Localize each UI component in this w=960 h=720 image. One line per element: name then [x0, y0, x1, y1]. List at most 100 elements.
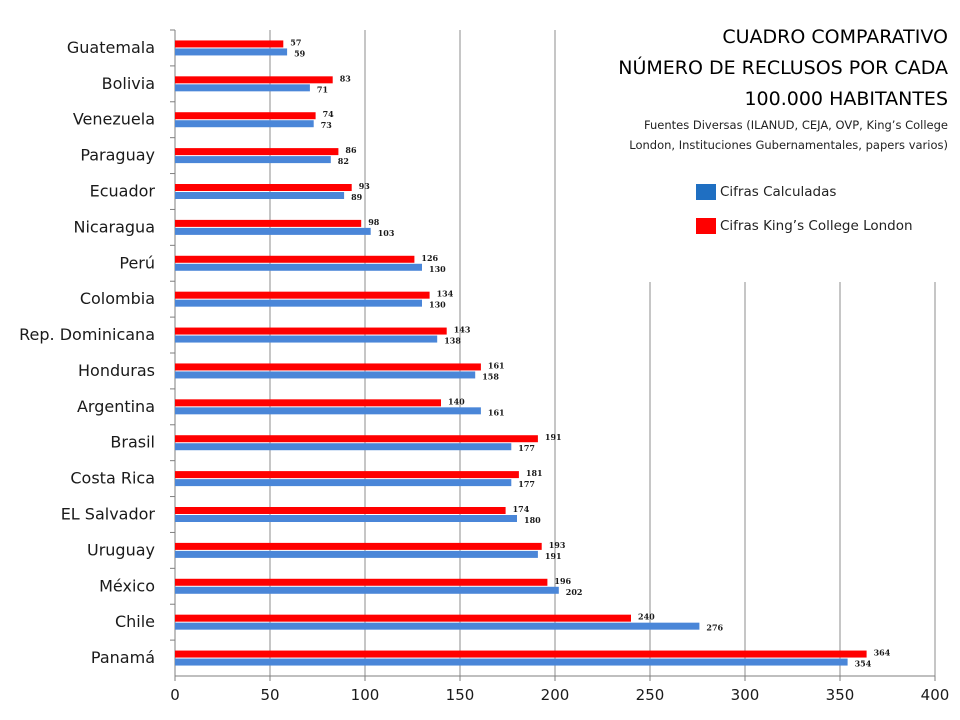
category-label: Nicaragua	[74, 217, 156, 236]
category-label: Venezuela	[73, 110, 155, 129]
chart-title-line-1: CUADRO COMPARATIVO	[722, 26, 948, 48]
x-tick-label: 300	[731, 686, 760, 704]
category-label: Paraguay	[80, 146, 155, 165]
bar-kings-college	[175, 435, 538, 443]
data-label-calculadas: 180	[524, 515, 541, 525]
data-label-calculadas: 130	[429, 300, 446, 310]
category-label: Bolivia	[102, 74, 155, 93]
bar-calculadas	[175, 371, 476, 379]
x-tick-label: 100	[351, 686, 380, 704]
bar-kings-college	[175, 327, 447, 335]
data-label-calculadas: 276	[706, 623, 723, 633]
data-label-calculadas: 82	[338, 156, 349, 166]
bar-calculadas	[175, 479, 512, 487]
bar-calculadas	[175, 84, 310, 92]
data-labels: 5759837174738682938998103126130134130143…	[290, 37, 890, 668]
data-label-calculadas: 89	[351, 192, 363, 202]
data-label-calculadas: 191	[545, 551, 562, 561]
bar-kings-college	[175, 614, 631, 622]
data-label-kings-college: 93	[359, 181, 371, 191]
x-tick-label: 350	[826, 686, 855, 704]
bar-kings-college	[175, 219, 362, 227]
bar-calculadas	[175, 227, 371, 235]
bar-kings-college	[175, 399, 441, 407]
bar-kings-college	[175, 507, 506, 514]
data-label-kings-college: 193	[549, 540, 566, 550]
bar-calculadas	[175, 335, 438, 343]
data-label-kings-college: 74	[323, 109, 335, 119]
data-label-calculadas: 73	[321, 120, 333, 130]
category-label: Argentina	[77, 397, 155, 416]
category-label: Rep. Dominicana	[19, 325, 155, 344]
data-label-calculadas: 354	[855, 659, 872, 669]
category-label: Colombia	[80, 289, 155, 308]
data-label-kings-college: 140	[448, 396, 465, 406]
category-label: México	[99, 576, 155, 595]
category-label: Guatemala	[67, 38, 155, 57]
bar-calculadas	[175, 120, 314, 128]
x-tick-label: 250	[636, 686, 665, 704]
data-label-kings-college: 83	[340, 73, 352, 83]
chart-title-line-3: 100.000 HABITANTES	[744, 88, 948, 110]
bar-calculadas	[175, 550, 538, 558]
bar-calculadas	[175, 586, 559, 594]
data-label-kings-college: 98	[368, 217, 380, 227]
bar-kings-college	[175, 471, 519, 479]
data-label-calculadas: 71	[317, 84, 328, 94]
x-tick-label: 50	[260, 686, 279, 704]
bar-calculadas	[175, 263, 422, 271]
bar-kings-college	[175, 255, 415, 263]
data-label-kings-college: 86	[345, 145, 357, 155]
category-label: Chile	[115, 612, 155, 631]
data-label-calculadas: 130	[429, 264, 446, 274]
data-label-kings-college: 196	[554, 576, 571, 586]
x-tick-label: 150	[446, 686, 475, 704]
data-label-calculadas: 158	[482, 371, 499, 381]
data-label-kings-college: 181	[526, 468, 543, 478]
chart-title-line-2: NÚMERO DE RECLUSOS POR CADA	[618, 57, 948, 79]
data-label-calculadas: 202	[566, 587, 583, 597]
category-label: Uruguay	[87, 540, 155, 559]
category-label: Honduras	[78, 361, 155, 380]
bar-kings-college	[175, 112, 316, 120]
x-tick-label: 0	[170, 686, 180, 704]
bar-calculadas	[175, 299, 422, 307]
bar-kings-college	[175, 650, 867, 658]
data-label-calculadas: 177	[518, 479, 535, 489]
bar-kings-college	[175, 291, 430, 299]
bar-calculadas	[175, 658, 848, 666]
data-label-calculadas: 103	[378, 228, 395, 238]
bar-kings-college	[175, 40, 284, 48]
bars	[175, 40, 867, 666]
bar-calculadas	[175, 156, 331, 164]
bar-kings-college	[175, 76, 333, 84]
bar-calculadas	[175, 622, 700, 630]
x-tick-label: 200	[541, 686, 570, 704]
data-label-kings-college: 191	[545, 432, 562, 442]
bar-calculadas	[175, 192, 345, 199]
data-label-kings-college: 57	[290, 37, 301, 47]
legend-item-kings: Cifras King’s College London	[696, 215, 913, 237]
legend-label-calculadas: Cifras Calculadas	[720, 184, 837, 200]
value-axis-ticks: 0 50 100 150 200 250 300 350 400	[170, 29, 949, 704]
legend-item-calculadas: Cifras Calculadas	[696, 181, 913, 203]
bar-calculadas	[175, 407, 481, 415]
bar-calculadas	[175, 443, 512, 451]
bar-kings-college	[175, 363, 481, 371]
bar-kings-college	[175, 184, 352, 191]
chart-legend: Cifras Calculadas Cifras King’s College …	[696, 181, 913, 249]
data-label-kings-college: 161	[488, 360, 505, 370]
data-label-calculadas: 138	[444, 336, 461, 346]
bar-calculadas	[175, 48, 288, 56]
data-label-kings-college: 240	[638, 612, 655, 622]
data-label-kings-college: 364	[874, 648, 891, 658]
chart-title-block: CUADRO COMPARATIVO NÚMERO DE RECLUSOS PO…	[348, 22, 948, 155]
bar-kings-college	[175, 578, 548, 586]
data-label-kings-college: 174	[513, 504, 530, 514]
data-label-calculadas: 161	[488, 407, 505, 417]
data-label-calculadas: 177	[518, 443, 535, 453]
data-label-kings-college: 126	[421, 253, 438, 263]
category-label: Costa Rica	[70, 469, 155, 488]
data-label-kings-college: 134	[437, 289, 454, 299]
